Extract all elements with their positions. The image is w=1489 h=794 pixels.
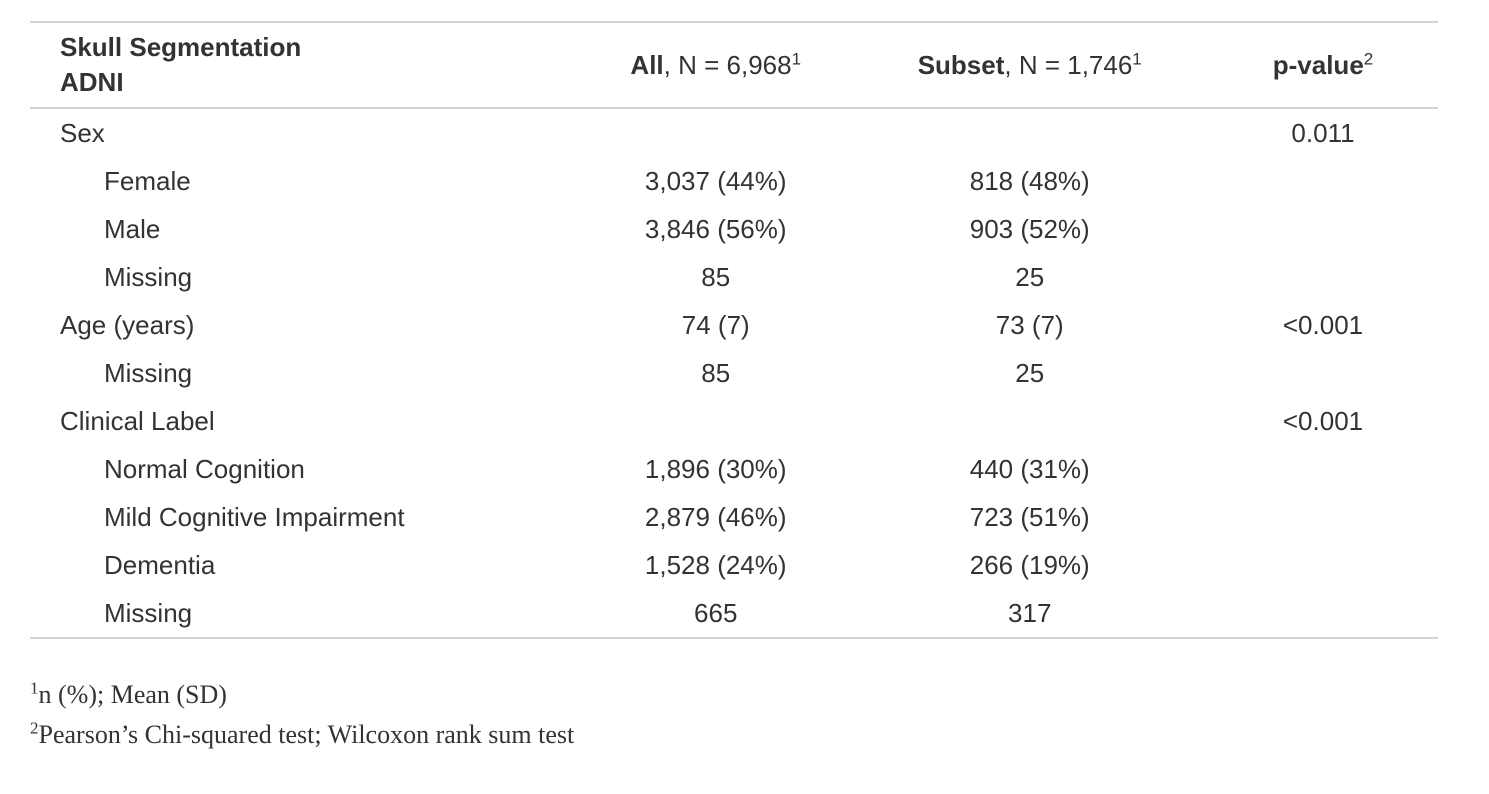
cell-pvalue	[1208, 253, 1438, 301]
header-label: Skull Segmentation ADNI	[30, 22, 580, 108]
row-label: Normal Cognition	[104, 453, 305, 484]
cell-subset	[851, 397, 1208, 445]
cell-pvalue: <0.001	[1282, 309, 1364, 340]
cell-subset: 25	[1015, 261, 1045, 292]
table-row: Sex 0.011	[30, 108, 1438, 157]
footnote-mark: 1	[1132, 48, 1142, 68]
cell-subset	[851, 108, 1208, 157]
header-subtitle: ADNI	[60, 67, 124, 97]
header-all: All, N = 6,9681	[580, 22, 851, 108]
cell-all: 1,528 (24%)	[644, 549, 787, 580]
table-row: Dementia 1,528 (24%) 266 (19%)	[30, 541, 1438, 589]
summary-table-container: Skull Segmentation ADNI All, N = 6,9681 …	[30, 21, 1438, 639]
cell-subset: 818 (48%)	[969, 165, 1090, 196]
footnotes: 1n (%); Mean (SD) 2Pearson’s Chi-squared…	[30, 675, 574, 755]
cell-subset: 73 (7)	[995, 309, 1064, 340]
table-row: Mild Cognitive Impairment 2,879 (46%) 72…	[30, 493, 1438, 541]
footnote-mark: 1	[30, 678, 39, 698]
table-row: Missing 85 25	[30, 349, 1438, 397]
row-label: Dementia	[104, 549, 216, 580]
cell-pvalue	[1208, 157, 1438, 205]
header-subset-name: Subset	[917, 49, 1005, 80]
cell-pvalue	[1208, 541, 1438, 589]
cell-subset: 440 (31%)	[969, 453, 1090, 484]
row-label: Mild Cognitive Impairment	[104, 501, 405, 532]
footnote-text: Pearson’s Chi-squared test; Wilcoxon ran…	[38, 720, 575, 749]
row-label: Missing	[104, 357, 193, 388]
row-label: Missing	[104, 597, 193, 628]
cell-all: 2,879 (46%)	[644, 501, 787, 532]
footnote-mark: 2	[30, 718, 39, 738]
header-pvalue: p-value2	[1208, 22, 1438, 108]
table-row: Missing 85 25	[30, 253, 1438, 301]
cell-pvalue	[1208, 589, 1438, 638]
cell-all: 3,037 (44%)	[644, 165, 787, 196]
table-row: Female 3,037 (44%) 818 (48%)	[30, 157, 1438, 205]
header-all-name: All	[630, 49, 664, 80]
header-title: Skull Segmentation	[60, 32, 302, 62]
cell-all: 665	[694, 597, 738, 628]
cell-all	[580, 397, 851, 445]
footnote-2: 2Pearson’s Chi-squared test; Wilcoxon ra…	[30, 715, 574, 755]
table-row: Age (years) 74 (7) 73 (7) <0.001	[30, 301, 1438, 349]
cell-subset: 723 (51%)	[969, 501, 1090, 532]
cell-pvalue: 0.011	[1291, 117, 1355, 148]
cell-subset: 903 (52%)	[969, 213, 1090, 244]
header-all-count: , N = 6,968	[663, 49, 792, 80]
cell-pvalue: <0.001	[1282, 405, 1364, 436]
row-label: Sex	[60, 117, 105, 148]
cell-pvalue	[1208, 493, 1438, 541]
table-row: Male 3,846 (56%) 903 (52%)	[30, 205, 1438, 253]
header-pvalue-name: p-value	[1272, 49, 1364, 80]
footnote-mark: 2	[1363, 48, 1374, 68]
cell-pvalue	[1208, 445, 1438, 493]
cell-pvalue	[1208, 349, 1438, 397]
summary-table: Skull Segmentation ADNI All, N = 6,9681 …	[30, 21, 1438, 639]
table-row: Missing 665 317	[30, 589, 1438, 638]
header-subset-count: , N = 1,746	[1004, 49, 1133, 80]
cell-all: 85	[701, 261, 731, 292]
footnote-text: n (%); Mean (SD)	[38, 680, 227, 709]
row-label: Female	[104, 165, 191, 196]
cell-subset: 317	[1008, 597, 1052, 628]
cell-subset: 266 (19%)	[969, 549, 1090, 580]
row-label: Clinical Label	[60, 405, 215, 436]
table-header-row: Skull Segmentation ADNI All, N = 6,9681 …	[30, 22, 1438, 108]
cell-subset: 25	[1015, 357, 1045, 388]
cell-pvalue	[1208, 205, 1438, 253]
row-label: Male	[104, 213, 161, 244]
row-label: Missing	[104, 261, 193, 292]
cell-all: 74 (7)	[681, 309, 750, 340]
cell-all: 85	[701, 357, 731, 388]
row-label: Age (years)	[60, 309, 195, 340]
header-subset: Subset, N = 1,7461	[851, 22, 1208, 108]
table-row: Normal Cognition 1,896 (30%) 440 (31%)	[30, 445, 1438, 493]
cell-all	[580, 108, 851, 157]
footnote-mark: 1	[791, 48, 802, 68]
table-row: Clinical Label <0.001	[30, 397, 1438, 445]
cell-all: 1,896 (30%)	[644, 453, 787, 484]
cell-all: 3,846 (56%)	[644, 213, 787, 244]
footnote-1: 1n (%); Mean (SD)	[30, 675, 574, 715]
